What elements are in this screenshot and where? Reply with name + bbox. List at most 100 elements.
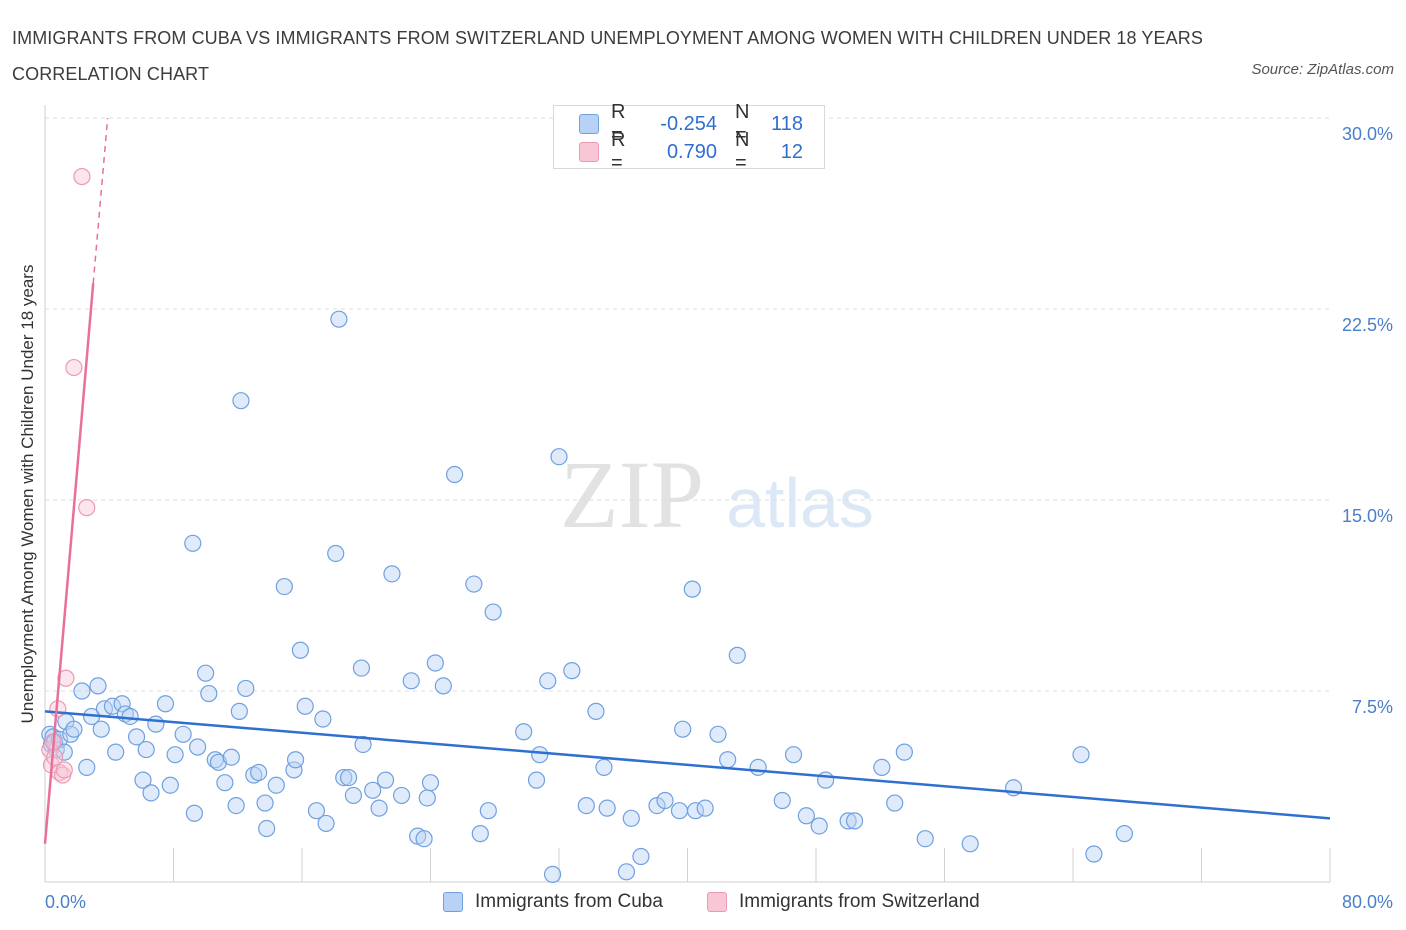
data-point-cuba [550, 448, 568, 466]
data-point-cuba [370, 799, 388, 817]
data-point-cuba [531, 746, 549, 764]
y-tick-label: 30.0% [1342, 124, 1393, 144]
y-tick-label: 15.0% [1342, 506, 1393, 526]
data-point-cuba [817, 771, 835, 789]
data-point-cuba [916, 830, 934, 848]
legend-r-value: -0.254 [660, 112, 717, 135]
data-point-cuba [622, 809, 640, 827]
trend-line-switzerland [43, 283, 95, 844]
data-point-cuba [330, 310, 348, 328]
data-point-cuba [471, 825, 489, 843]
data-point-cuba [415, 830, 433, 848]
legend-r-label: R = [611, 101, 626, 146]
data-point-cuba [156, 695, 175, 713]
data-point-cuba [296, 697, 314, 715]
watermark-atlas: atlas [726, 464, 874, 542]
data-point-cuba [709, 725, 727, 743]
data-point-cuba [465, 575, 483, 593]
data-point-cuba [127, 728, 146, 746]
data-point-cuba [256, 794, 274, 812]
data-point-cuba [479, 802, 497, 820]
series-cuba-points [41, 310, 1134, 883]
data-point-cuba [286, 751, 305, 769]
data-point-cuba [103, 697, 122, 715]
data-point-switzerland [55, 761, 73, 779]
data-point-cuba [107, 743, 125, 761]
legend-row-cuba: R = -0.254 N = 118 [554, 101, 803, 146]
data-point-switzerland [78, 499, 96, 517]
data-point-cuba [543, 865, 562, 883]
data-point-cuba [728, 646, 746, 664]
data-point-cuba [230, 702, 248, 720]
data-point-cuba [222, 748, 240, 766]
bottom-legend-swatch-cuba [443, 892, 463, 912]
trend-line-switzerland-extension [92, 117, 109, 284]
data-point-cuba [89, 677, 107, 695]
data-point-cuba [291, 641, 309, 659]
data-point-cuba [686, 802, 705, 820]
legend-n-label: N = [735, 101, 750, 146]
legend-row-switzerland: R = 0.790 N = 12 [554, 129, 803, 174]
trend-lines [43, 117, 1331, 844]
data-point-cuba [839, 812, 857, 830]
data-point-cuba [216, 774, 234, 792]
data-point-cuba [1085, 845, 1103, 863]
data-point-cuba [445, 465, 464, 484]
y-tick-labels: 7.5% 15.0% 22.5% 30.0% [1342, 124, 1393, 717]
data-point-cuba [245, 766, 263, 784]
x-tick-label: 0.0% [45, 892, 86, 912]
data-point-cuba [121, 707, 139, 726]
data-point-cuba [1072, 746, 1090, 764]
y-tick-label: 22.5% [1342, 315, 1393, 335]
data-point-cuba [617, 863, 636, 881]
data-point-cuba [797, 807, 815, 825]
data-point-cuba [719, 751, 737, 769]
legend-n-value: 12 [780, 140, 803, 163]
data-point-cuba [527, 771, 546, 789]
data-point-cuba [339, 768, 358, 787]
data-point-cuba [185, 804, 203, 822]
y-tick-label: 7.5% [1352, 697, 1393, 717]
data-point-cuba [683, 580, 701, 598]
data-point-cuba [267, 776, 285, 794]
watermark: ZIP atlas [560, 441, 874, 548]
legend-swatch-switzerland [579, 142, 599, 162]
data-point-cuba [364, 781, 382, 799]
data-point-cuba [147, 715, 165, 733]
data-point-cuba [696, 799, 714, 817]
data-point-cuba [773, 791, 791, 810]
data-point-cuba [352, 659, 371, 677]
data-point-cuba [250, 763, 268, 782]
data-point-cuba [845, 812, 864, 830]
data-point-cuba [258, 819, 276, 838]
data-point-cuba [383, 565, 401, 583]
data-point-cuba [587, 702, 605, 720]
data-point-cuba [418, 789, 436, 807]
data-point-cuba [354, 735, 372, 754]
data-point-cuba [275, 577, 293, 596]
data-point-cuba [670, 802, 689, 820]
data-point-cuba [632, 847, 650, 866]
correlation-legend: R = -0.254 N = 118 R = 0.790 N = 12 [553, 101, 825, 174]
bottom-legend-switzerland: Immigrants from Switzerland [707, 890, 980, 914]
data-point-cuba [166, 746, 184, 764]
axes [44, 105, 1331, 883]
data-point-cuba [327, 544, 345, 563]
data-point-cuba [314, 710, 332, 728]
data-point-cuba [134, 771, 152, 789]
data-point-cuba [784, 746, 803, 764]
data-point-cuba [376, 771, 395, 789]
data-point-cuba [484, 603, 502, 621]
x-tick-label: 80.0% [1342, 892, 1393, 912]
data-point-cuba [674, 720, 692, 738]
data-point-cuba [886, 794, 904, 812]
data-point-cuba [595, 758, 613, 777]
watermark-zip: ZIP [560, 441, 704, 548]
data-point-cuba [402, 672, 420, 690]
data-point-cuba [142, 784, 160, 802]
data-point-cuba [73, 682, 91, 700]
data-point-cuba [598, 799, 616, 817]
x-tick-labels: 0.0% 80.0% [45, 892, 1393, 912]
data-point-switzerland [46, 748, 64, 766]
